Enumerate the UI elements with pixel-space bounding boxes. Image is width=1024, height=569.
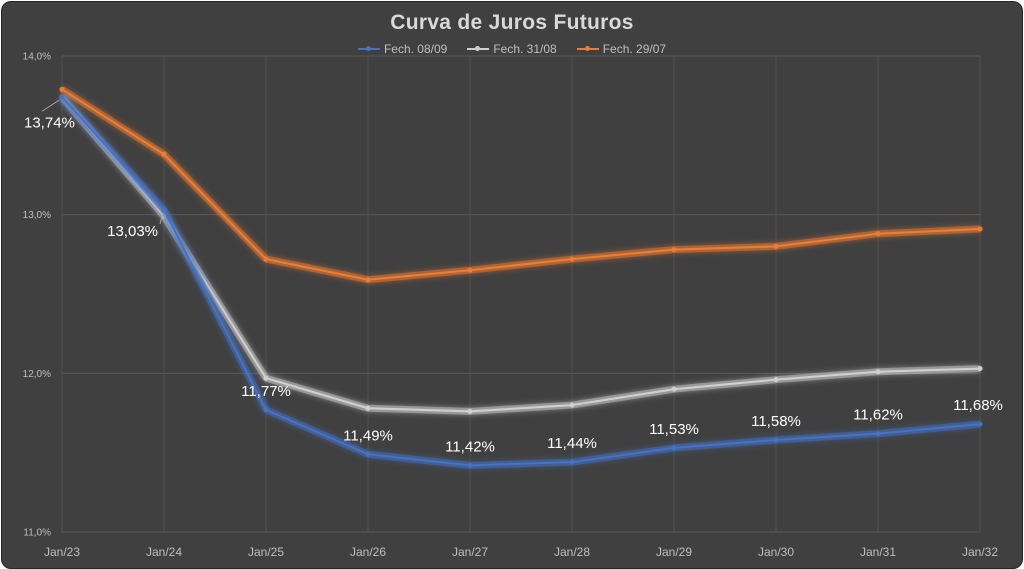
data-point	[773, 377, 779, 383]
data-point	[365, 405, 371, 411]
data-point	[59, 94, 65, 100]
x-tick-label: Jan/24	[146, 545, 182, 559]
data-point	[365, 277, 371, 283]
data-point	[263, 256, 269, 262]
data-label: 11,77%	[241, 383, 291, 400]
data-point	[161, 207, 167, 213]
series-2	[59, 94, 983, 415]
data-point	[569, 402, 575, 408]
series-1	[59, 94, 983, 469]
y-tick-label: 13,0%	[23, 210, 51, 221]
x-tick-label: Jan/28	[554, 545, 590, 559]
legend-swatch-2	[467, 46, 490, 51]
data-point	[59, 86, 65, 92]
legend-swatch-3	[576, 46, 599, 51]
data-point	[671, 445, 677, 451]
data-point	[977, 421, 983, 427]
series-line	[61, 96, 981, 413]
x-tick-label: Jan/31	[860, 545, 896, 559]
data-point	[977, 226, 983, 232]
legend: Fech. 08/09 Fech. 31/08 Fech. 29/07	[2, 42, 1022, 56]
legend-item-3: Fech. 29/07	[576, 42, 667, 56]
data-point	[263, 375, 269, 381]
x-tick-label: Jan/27	[452, 545, 488, 559]
data-point	[875, 431, 881, 437]
chart-title: Curva de Juros Futuros	[390, 11, 634, 34]
x-tick-label: Jan/30	[758, 545, 794, 559]
x-tick-label: Jan/26	[350, 545, 386, 559]
y-tick-label: 11,0%	[23, 528, 51, 539]
data-point	[467, 267, 473, 273]
series-line-glow	[59, 94, 981, 415]
data-point	[671, 247, 677, 253]
data-point	[671, 386, 677, 392]
data-label: 11,42%	[445, 438, 495, 455]
data-label: 13,74%	[24, 114, 75, 131]
series-line-glow	[60, 86, 981, 284]
legend-label-3: Fech. 29/07	[602, 42, 667, 56]
legend-label-1: Fech. 08/09	[383, 42, 448, 56]
x-tick-label: Jan/32	[962, 545, 998, 559]
x-tick-label: Jan/23	[44, 545, 80, 559]
data-point	[773, 437, 779, 443]
legend-item-2: Fech. 31/08	[467, 42, 557, 56]
legend-label-2: Fech. 31/08	[493, 42, 557, 56]
data-label: 11,44%	[547, 435, 597, 452]
data-point	[365, 451, 371, 457]
series-line	[61, 96, 981, 467]
data-label: 11,53%	[649, 421, 699, 438]
data-point	[875, 369, 881, 375]
data-point	[977, 366, 983, 372]
data-point	[467, 462, 473, 468]
x-tick-label: Jan/29	[656, 545, 692, 559]
label-leader	[159, 212, 164, 225]
data-point	[467, 408, 473, 414]
series-3	[59, 86, 983, 284]
data-label: 11,62%	[853, 407, 903, 424]
series-line	[61, 88, 981, 281]
label-leader	[41, 99, 60, 112]
data-point	[569, 459, 575, 465]
data-point	[161, 151, 167, 157]
data-label: 11,58%	[751, 413, 801, 430]
data-point	[875, 231, 881, 237]
y-tick-label: 12,0%	[23, 369, 51, 380]
x-tick-label: Jan/25	[248, 545, 284, 559]
legend-item-1: Fech. 08/09	[357, 42, 448, 56]
data-point	[263, 407, 269, 413]
data-label: 11,68%	[953, 397, 1003, 414]
legend-swatch-1	[357, 46, 380, 51]
data-label: 13,03%	[107, 223, 158, 240]
data-point	[773, 243, 779, 249]
y-tick-label: 14,0%	[23, 52, 51, 63]
data-point	[569, 256, 575, 262]
data-label: 11,49%	[343, 427, 393, 444]
